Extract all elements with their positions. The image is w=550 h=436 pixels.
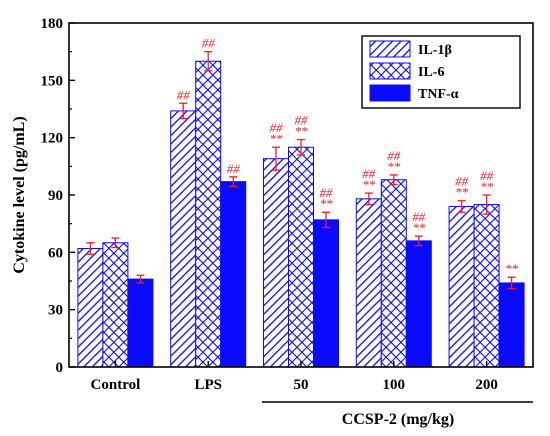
significance-marker: ** — [320, 196, 334, 211]
y-axis-ticks: 0 30 60 90 120 150 180 — [41, 16, 75, 376]
significance-marker: ## — [270, 120, 284, 135]
y-tick-label: 120 — [41, 131, 64, 147]
significance-marker: ** — [455, 185, 469, 200]
annotations-layer: ####**##** ##**####**##**##**####**##**** — [86, 36, 519, 290]
y-tick-label: 30 — [48, 303, 63, 319]
y-tick-label: 150 — [41, 73, 64, 89]
legend-label-il1b: IL-1β — [418, 43, 452, 58]
legend-label-tnfa: TNF-α — [418, 87, 459, 102]
significance-marker: ** — [387, 159, 401, 174]
x-axis-title: CCSP-2 (mg/kg) — [342, 411, 454, 428]
bar-tnf-lps — [220, 181, 247, 368]
y-tick-label: 90 — [48, 188, 63, 204]
significance-marker: ** — [480, 179, 494, 194]
bar-il-6-lps — [195, 60, 222, 368]
significance-marker: ** — [295, 124, 309, 139]
bar-il-1-control — [77, 248, 104, 368]
significance-marker: ## — [480, 168, 494, 183]
significance-marker: ** — [362, 177, 376, 192]
legend-swatch-tnfa — [369, 84, 411, 102]
bar-il-1-200 — [448, 205, 475, 368]
bar-il-1-lps — [170, 110, 197, 368]
bar-il-6-50 — [288, 146, 314, 368]
y-tick-label: 0 — [56, 360, 64, 376]
y-tick-label: 60 — [48, 245, 63, 261]
significance-marker: ## — [412, 209, 426, 224]
bar-tnf-100 — [405, 240, 432, 368]
x-tick-label-100: 100 — [383, 377, 406, 393]
significance-marker: ** — [505, 261, 519, 276]
bar-il-6-200 — [473, 204, 500, 368]
legend: IL-1β IL-6 TNF-α — [361, 35, 521, 109]
legend-label-il6: IL-6 — [418, 65, 444, 80]
significance-marker: ## — [227, 161, 241, 176]
significance-marker: ** — [412, 220, 426, 235]
significance-marker: ## — [455, 174, 469, 189]
y-tick-label: 180 — [41, 16, 64, 32]
bar-tnf-50 — [313, 219, 339, 368]
significance-marker: ## — [320, 185, 334, 200]
significance-marker: ## — [295, 113, 309, 128]
bar-il-6-100 — [380, 179, 407, 368]
bar-il-6-control — [102, 242, 129, 368]
bar-il-1-100 — [355, 198, 382, 368]
legend-swatch-il1b — [369, 40, 411, 58]
x-tick-label-lps: LPS — [194, 377, 222, 393]
bar-tnf-200 — [498, 282, 525, 368]
x-axis-ticks: Control LPS 50 100 200 — [91, 361, 498, 393]
significance-marker: ## — [177, 87, 191, 102]
significance-marker: ## — [387, 148, 401, 163]
x-tick-label-200: 200 — [475, 377, 498, 393]
significance-marker: ## — [202, 36, 216, 51]
legend-swatch-il6 — [369, 62, 411, 80]
bar-tnf-control — [127, 278, 154, 368]
bar-il-1-50 — [263, 158, 289, 368]
significance-marker: ** — [270, 131, 284, 146]
y-axis-title: Cytokine level (pg/mL) — [11, 116, 28, 273]
x-tick-label-50: 50 — [294, 377, 309, 393]
significance-marker: ## — [362, 166, 376, 181]
x-tick-label-control: Control — [91, 377, 141, 393]
